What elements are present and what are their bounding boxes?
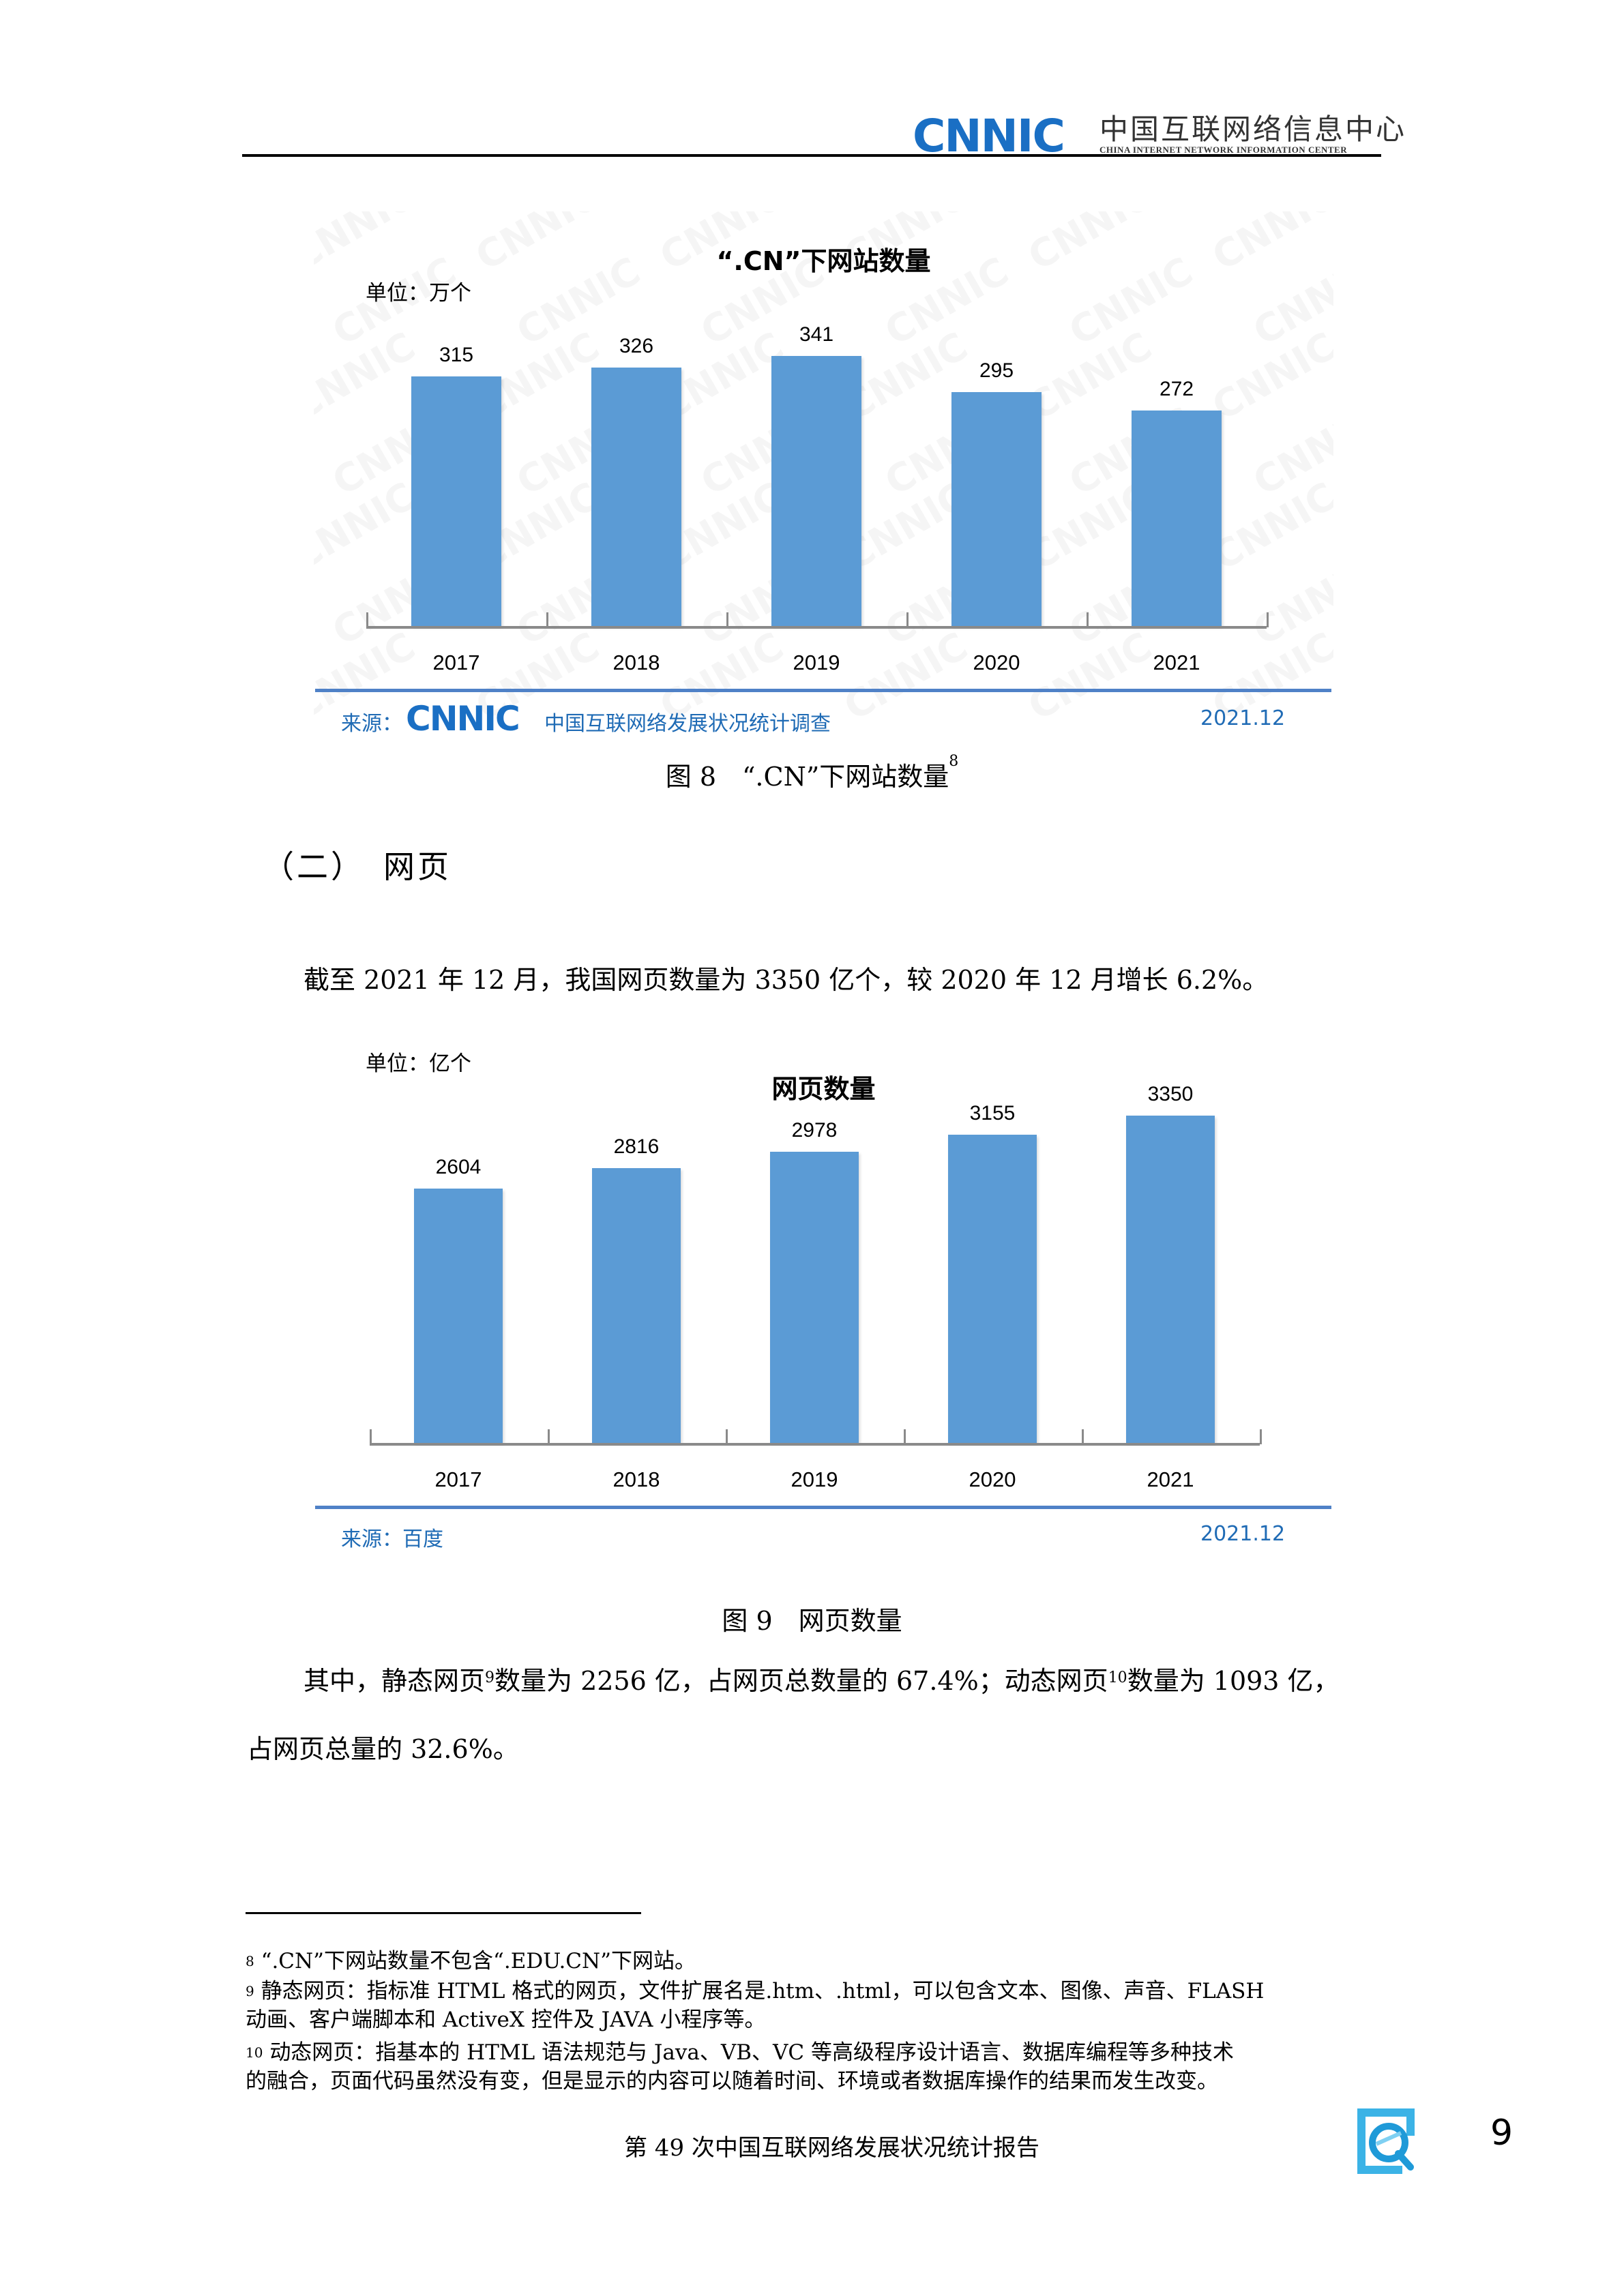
search-e-icon [1357,2108,1415,2174]
paragraph-webpage-count: 截至 2021 年 12 月，我国网页数量为 3350 亿个，较 2020 年 … [304,965,1269,995]
footnote-9-cont: 动画、客户端脚本和 ActiveX 控件及 JAVA 小程序等。 [246,2008,766,2032]
org-name-en: CHINA INTERNET NETWORK INFORMATION CENTE… [1099,145,1348,155]
section-heading: （二） 网页 [263,848,452,885]
chart-webpages: 单位：亿个 网页数量 2604 2017 2816 2018 2978 2019 3155 2… [314,1037,1333,1555]
x-axis-tick [546,612,548,627]
bar-2019 [770,1152,859,1443]
x-tick-label: 2019 [793,651,840,674]
footnote-ref-10[interactable]: 10 [1108,1669,1127,1686]
data-label: 295 [979,359,1014,383]
x-axis-tick [1087,612,1089,627]
source-name: 中国互联网络发展状况统计调查 [544,712,831,736]
bar-2019 [771,356,861,626]
chart-title: “.CN”下网站数量 [716,246,931,276]
chart-title: 网页数量 [771,1074,876,1104]
x-axis-tick [726,612,728,627]
footnote-9: 9 静态网页：指标准 HTML 格式的网页，文件扩展名是.htm、.html，可… [246,1978,1264,2005]
data-label: 315 [439,344,474,367]
x-tick-label: 2017 [432,651,480,674]
bar-2017 [411,376,501,626]
data-label: 2978 [791,1119,838,1142]
bar-2017 [414,1188,503,1443]
data-label: 326 [619,335,654,358]
header-rule [242,154,1381,157]
paragraph-static-dynamic-cont: 占网页总量的 32.6%。 [247,1734,519,1764]
data-label: 3155 [969,1101,1016,1124]
x-tick-label: 2020 [973,651,1020,674]
org-name-cn: 中国互联网络信息中心 [1099,113,1407,146]
watermark-text: CNNIC [1020,624,1160,730]
footnote-number: 8 [246,1953,254,1969]
bar-2020 [951,392,1042,626]
footnote-10-cont: 的融合，页面代码虽然没有变，但是显示的内容可以随着时间、环境或者数据库操作的结果… [246,2069,1218,2093]
x-axis-tick [906,612,909,627]
footnote-text: “.CN”下网站数量不包含“.EDU.CN”下网站。 [261,1949,696,1973]
bar-2018 [591,368,681,626]
watermark-text: CNNIC [1245,399,1333,505]
bar-2018 [592,1167,681,1443]
bar-2021 [1132,411,1222,626]
source-date: 2021.12 [1200,706,1286,730]
x-axis-tick [366,612,368,627]
data-label: 272 [1159,378,1194,401]
source-label: 来源： [341,712,402,736]
data-label: 2816 [613,1135,660,1158]
footnote-ref-9[interactable]: 9 [485,1669,495,1686]
data-label: 2604 [435,1155,482,1178]
x-axis [370,1443,1260,1446]
watermark-text: CNNIC [1205,474,1333,580]
x-tick-label: 2018 [612,1467,660,1491]
x-axis-tick [1260,1429,1262,1444]
x-tick-label: 2020 [969,1467,1016,1491]
figure8-caption: 图 8 “.CN”下网站数量8 [0,753,1624,793]
x-axis-tick [904,1429,906,1444]
watermark-text: CNNIC [1205,324,1333,430]
x-axis-tick [1267,612,1269,627]
bar-2020 [948,1134,1037,1443]
x-tick-label: 2018 [612,651,660,674]
bar-2021 [1126,1116,1215,1443]
x-tick-label: 2017 [434,1467,482,1491]
para-text: 其中，静态网页 [304,1666,486,1696]
page-number: 9 [1490,2113,1514,2153]
figure9-caption: 图 9 网页数量 [722,1606,902,1636]
source-date: 2021.12 [1200,1522,1286,1546]
cnnic-logo: CNNIC [913,110,1065,162]
x-axis-tick [548,1429,550,1444]
source-label: 来源：百度 [341,1527,443,1551]
x-axis-tick [1082,1429,1084,1444]
footnote-8: 8 “.CN”下网站数量不包含“.EDU.CN”下网站。 [246,1948,696,1975]
watermark-text: CNNIC [836,624,975,730]
watermark-text: CNNIC [314,324,423,430]
footnote-number: 9 [246,1983,254,1999]
footnote-text: 动态网页：指基本的 HTML 语法规范与 Java、VB、VC 等高级程序设计语… [269,2040,1234,2065]
footnote-number: 10 [246,2044,263,2061]
x-axis-tick [726,1429,728,1444]
para-text: 数量为 1093 亿， [1127,1666,1340,1696]
report-title: 第 49 次中国互联网络发展状况统计报告 [624,2134,1039,2162]
paragraph-static-dynamic: 其中，静态网页9数量为 2256 亿，占网页总数量的 67.4%；动态网页10数… [304,1664,1340,1698]
footnote-ref-8[interactable]: 8 [949,753,959,770]
watermark-text: CNNIC [314,474,423,580]
watermark-text: CNNIC [1245,549,1333,655]
footnote-10: 10 动态网页：指基本的 HTML 语法规范与 Java、VB、VC 等高级程序… [246,2039,1234,2066]
data-label: 3350 [1147,1083,1194,1105]
x-tick-label: 2021 [1147,1467,1194,1491]
source-rule [315,689,1331,692]
footnote-text: 静态网页：指标准 HTML 格式的网页，文件扩展名是.htm、.html，可以包… [261,1979,1265,2003]
x-tick-label: 2021 [1153,651,1200,674]
footnote-rule [246,1912,641,1914]
figure8-caption-text: 图 8 “.CN”下网站数量 [665,762,949,792]
chart-cn-websites: CNNIC CNNIC CNNIC CNNIC CNNIC CNNIC CNNIC CNNIC… [314,211,1333,743]
x-axis-tick [370,1429,372,1444]
source-cnnic-logo: CNNIC [406,699,520,739]
source-rule [315,1506,1331,1509]
data-label: 341 [799,323,834,346]
x-tick-label: 2019 [791,1467,838,1491]
para-text: 数量为 2256 亿，占网页总数量的 67.4%；动态网页 [494,1666,1108,1696]
chart-unit: 单位：万个 [366,281,471,305]
chart-unit: 单位：亿个 [366,1052,471,1076]
x-axis [366,626,1267,629]
